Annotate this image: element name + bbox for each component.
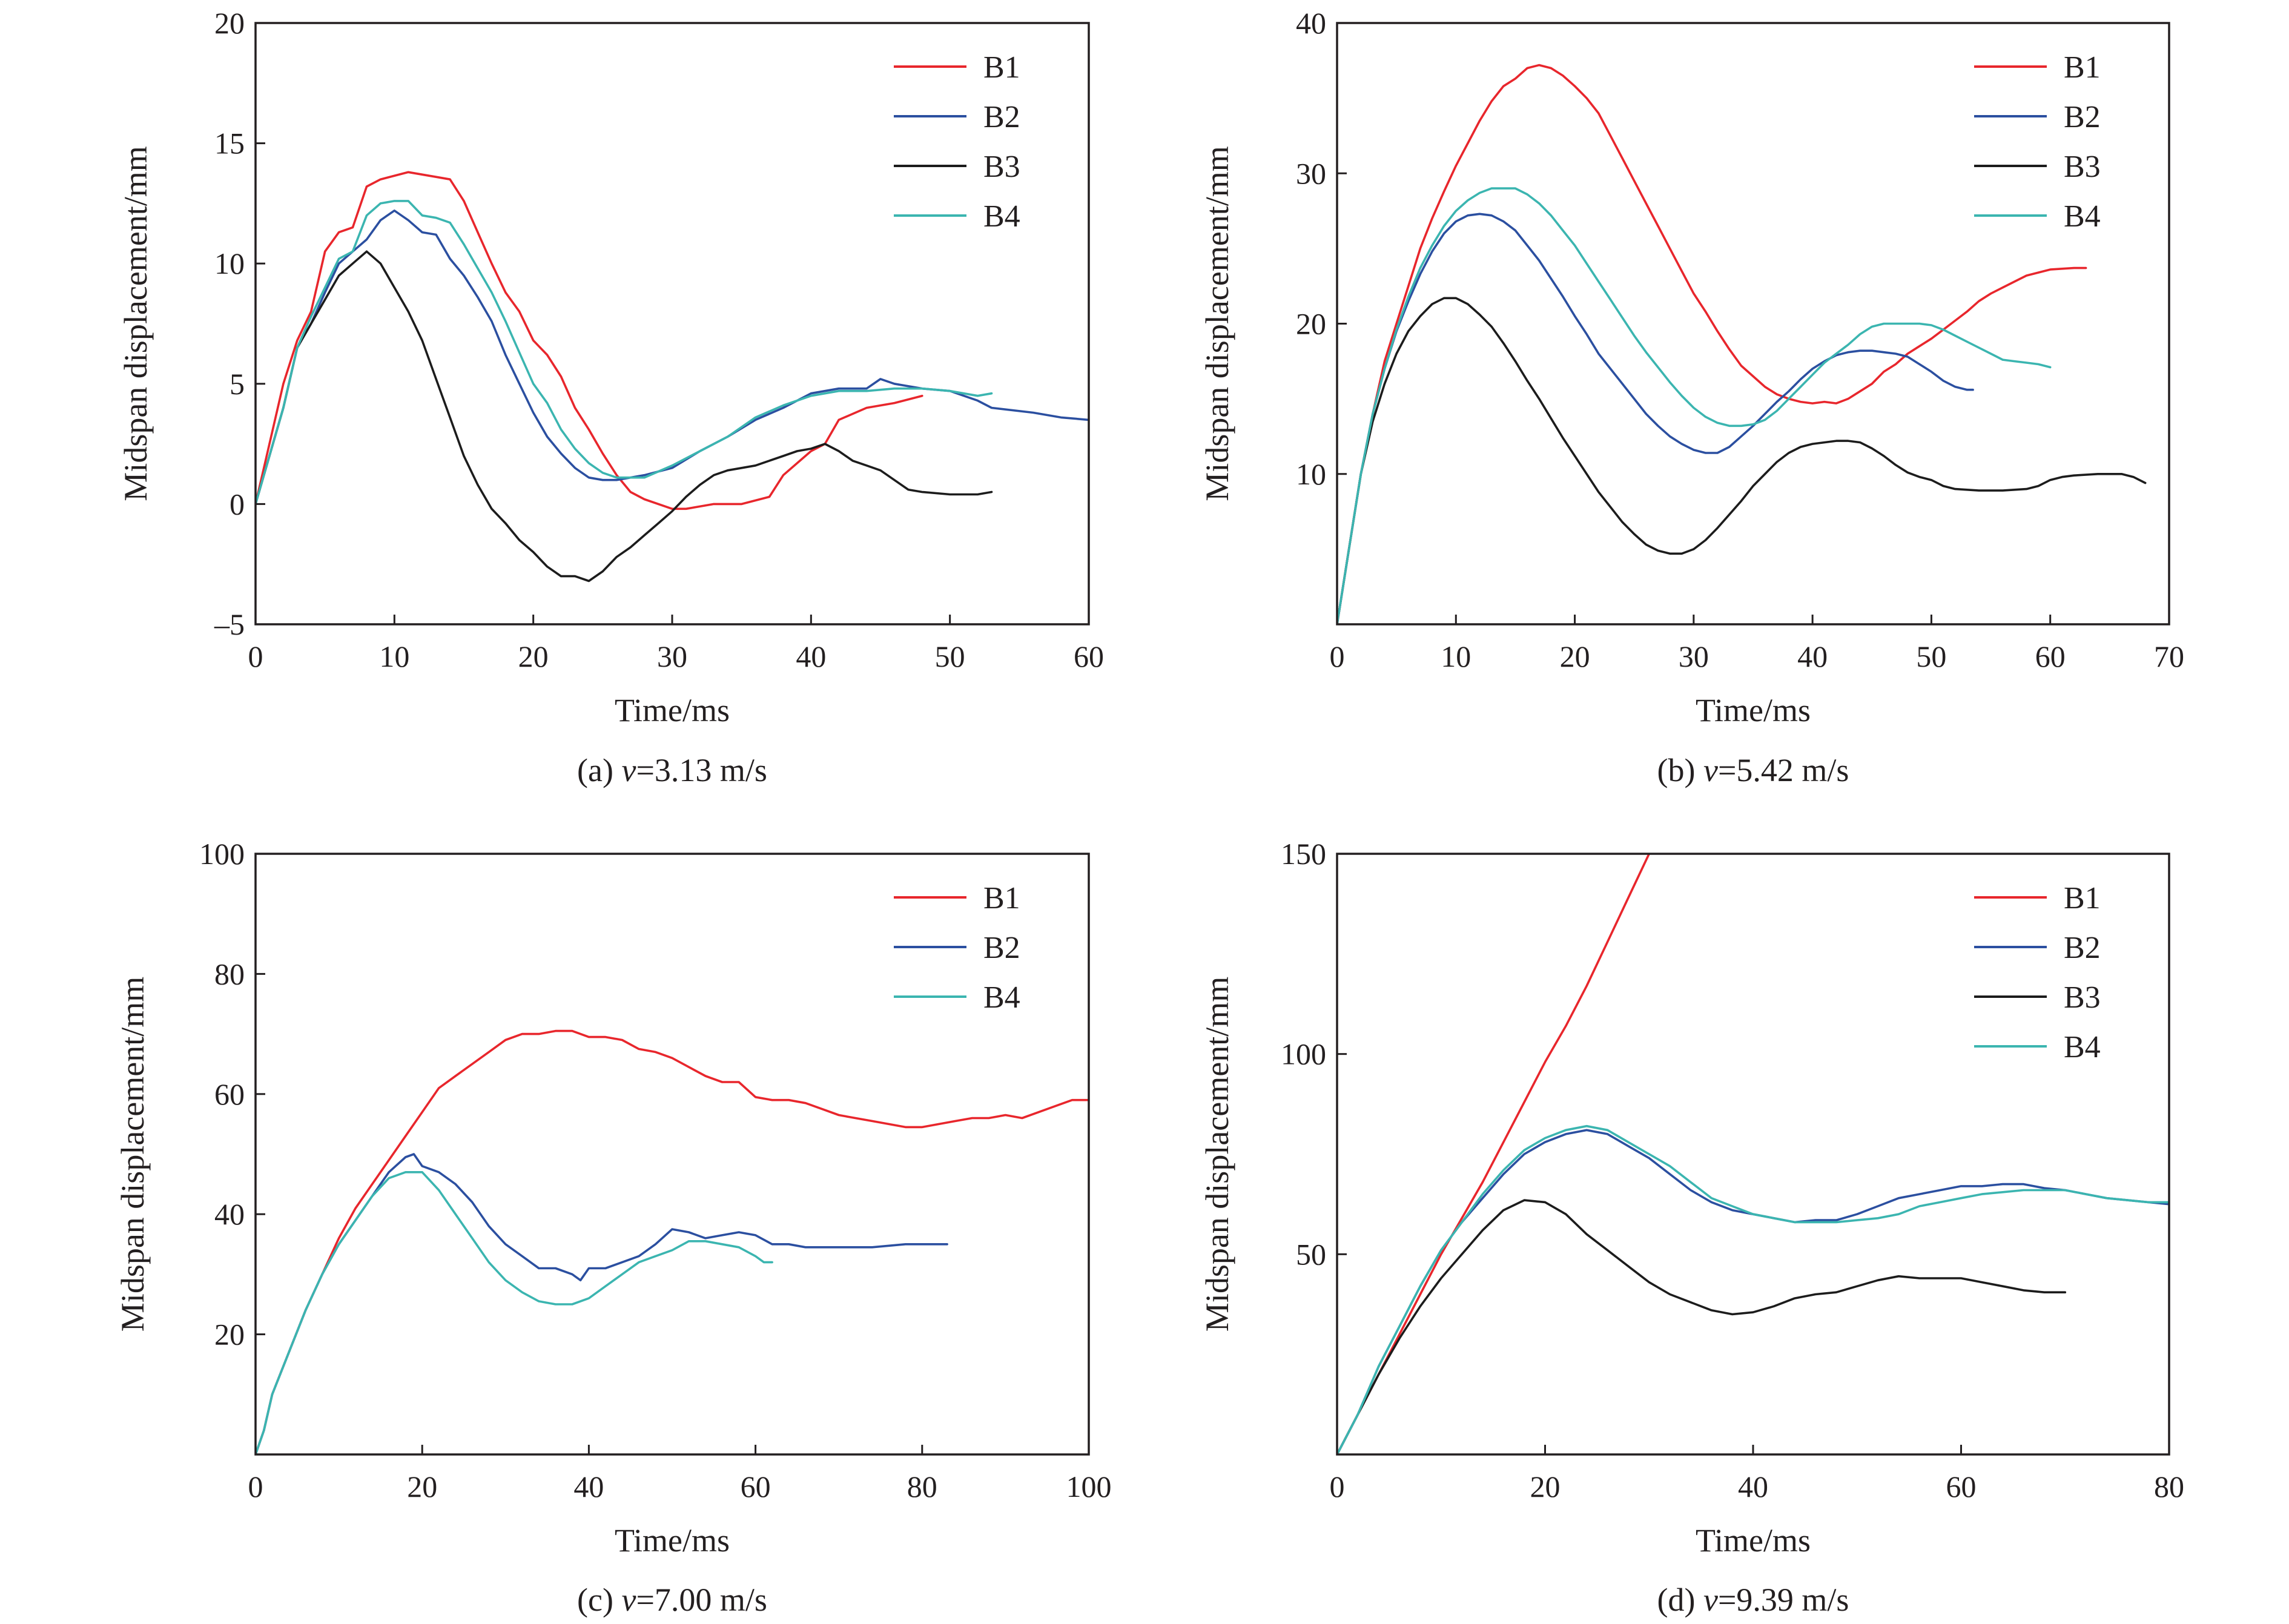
x-tick-label: 40 xyxy=(1797,639,1828,673)
series-line-b2 xyxy=(256,210,1089,506)
y-tick-label: 15 xyxy=(214,127,245,160)
y-axis-title: Midspan displacement/mm xyxy=(1199,146,1235,501)
x-tick-label: 100 xyxy=(1066,1470,1112,1504)
series-line-b2 xyxy=(256,1153,948,1454)
series-group xyxy=(256,171,1089,583)
legend-label-b1: B1 xyxy=(983,881,1020,916)
y-tick-label: –5 xyxy=(214,607,245,641)
y-tick-label: 5 xyxy=(230,367,245,401)
x-tick-label: 30 xyxy=(657,639,687,673)
series-line-b4 xyxy=(256,1171,773,1454)
plot-frame xyxy=(254,22,1090,626)
legend-label-b2: B2 xyxy=(2064,931,2101,965)
panel-caption: (c) v=7.00 m/s xyxy=(577,1582,767,1618)
y-tick-label: 100 xyxy=(1281,1037,1326,1071)
y-tick-label: 20 xyxy=(214,6,245,40)
series-line-b4 xyxy=(1337,187,2052,624)
panel-caption: (b) v=5.42 m/s xyxy=(1657,752,1849,788)
y-tick-label: 50 xyxy=(1296,1237,1326,1271)
x-tick-label: 0 xyxy=(248,1470,263,1504)
x-tick-label: 60 xyxy=(2035,639,2066,673)
y-tick-label: 80 xyxy=(214,957,245,991)
panel-caption: (d) v=9.39 m/s xyxy=(1657,1582,1849,1618)
legend-label-b1: B1 xyxy=(983,50,1020,85)
legend-label-b2: B2 xyxy=(983,931,1020,965)
panel-caption: (a) v=3.13 m/s xyxy=(577,752,767,788)
y-tick-label: 10 xyxy=(214,246,245,280)
plot-frame xyxy=(1336,853,2170,1456)
x-tick-label: 40 xyxy=(1738,1470,1768,1504)
y-tick-label: 0 xyxy=(230,487,245,521)
y-tick-label: 40 xyxy=(214,1197,245,1231)
series-group xyxy=(256,1029,1089,1454)
x-tick-label: 50 xyxy=(935,639,965,673)
series-group xyxy=(1337,854,2169,1454)
legend-label-b2: B2 xyxy=(2064,100,2101,134)
y-axis-title: Midspan displacement/mm xyxy=(117,146,154,501)
plot-frame xyxy=(1336,22,2170,626)
series-line-b1 xyxy=(256,171,923,510)
legend-label-b3: B3 xyxy=(2064,150,2101,184)
x-tick-label: 20 xyxy=(518,639,549,673)
series-line-b4 xyxy=(1337,1124,2169,1454)
legend-label-b1: B1 xyxy=(2064,50,2101,85)
series-line-b1 xyxy=(256,1029,1089,1454)
legend-label-b4: B4 xyxy=(983,199,1020,234)
x-tick-label: 30 xyxy=(1679,639,1709,673)
chart-panel-2: 0 10 20 30 40 50 60 70 10 20 30 40 Time/ms Midspan di… xyxy=(1199,6,2184,788)
series-line-b3 xyxy=(256,250,993,583)
legend-label-b4: B4 xyxy=(2064,199,2101,234)
x-tick-label: 20 xyxy=(407,1470,437,1504)
y-axis-title: Midspan displacement/mm xyxy=(1199,977,1235,1332)
x-tick-label: 50 xyxy=(1916,639,1946,673)
legend-label-b4: B4 xyxy=(983,980,1020,1015)
y-axis-title: Midspan displacement/mm xyxy=(114,977,151,1332)
series-line-b1 xyxy=(1337,64,2087,624)
x-tick-label: 20 xyxy=(1560,639,1590,673)
y-tick-label: 20 xyxy=(1296,307,1326,341)
x-tick-label: 60 xyxy=(1946,1470,1977,1504)
x-axis-title: Time/ms xyxy=(1696,692,1811,728)
x-axis-title: Time/ms xyxy=(615,692,730,728)
series-group xyxy=(1337,64,2147,624)
legend-label-b1: B1 xyxy=(2064,881,2101,916)
series-line-b3 xyxy=(1337,297,2147,624)
x-axis-title: Time/ms xyxy=(615,1522,730,1559)
x-tick-label: 0 xyxy=(1330,639,1345,673)
y-tick-label: 20 xyxy=(214,1318,245,1352)
legend-label-b4: B4 xyxy=(2064,1030,2101,1065)
x-tick-label: 0 xyxy=(1330,1470,1345,1504)
x-tick-label: 0 xyxy=(248,639,263,673)
x-tick-label: 80 xyxy=(907,1470,937,1504)
y-tick-label: 150 xyxy=(1281,837,1326,871)
legend-label-b3: B3 xyxy=(2064,980,2101,1015)
legend-label-b3: B3 xyxy=(983,150,1020,184)
x-tick-label: 10 xyxy=(379,639,409,673)
series-line-b2 xyxy=(1337,213,1974,624)
plot-frame xyxy=(254,853,1090,1456)
x-axis-title: Time/ms xyxy=(1696,1522,1811,1559)
x-tick-label: 10 xyxy=(1441,639,1471,673)
x-tick-label: 40 xyxy=(796,639,826,673)
y-tick-label: 10 xyxy=(1296,457,1326,491)
legend-label-b2: B2 xyxy=(983,100,1020,134)
y-tick-label: 100 xyxy=(199,837,245,871)
series-line-b3 xyxy=(1337,1199,2067,1454)
y-tick-label: 40 xyxy=(1296,6,1326,40)
x-tick-label: 60 xyxy=(741,1470,771,1504)
y-tick-label: 30 xyxy=(1296,156,1326,190)
x-tick-label: 20 xyxy=(1530,1470,1561,1504)
y-tick-label: 60 xyxy=(214,1077,245,1111)
chart-panel-4: 0 20 40 60 80 50 100 150 Time/ms Midspan displace… xyxy=(1199,837,2184,1618)
x-tick-label: 60 xyxy=(1074,639,1104,673)
series-line-b4 xyxy=(256,200,993,506)
chart-panel-3: 0 20 40 60 80 100 20 40 60 80 100 Time/ms Midspan di… xyxy=(114,837,1112,1618)
x-tick-label: 70 xyxy=(2154,639,2184,673)
x-tick-label: 40 xyxy=(573,1470,604,1504)
x-tick-label: 80 xyxy=(2154,1470,2184,1504)
